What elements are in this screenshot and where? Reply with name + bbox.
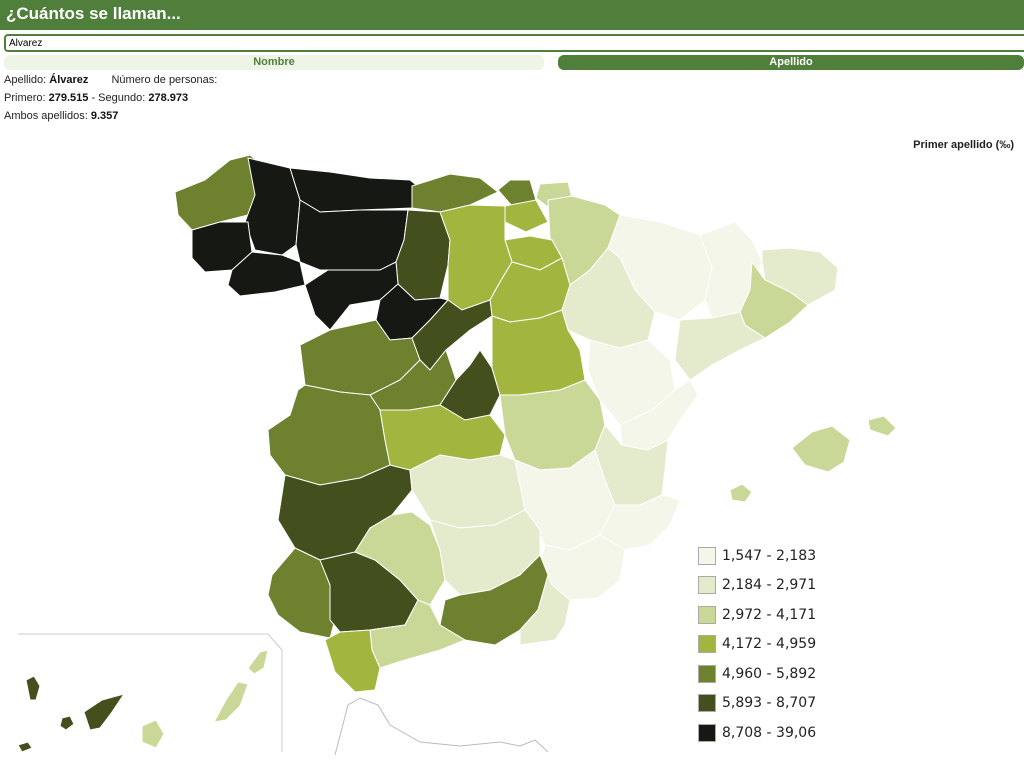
province-ibiza[interactable] bbox=[729, 483, 753, 503]
province-menorca[interactable] bbox=[867, 415, 897, 437]
africa-coastline bbox=[334, 697, 549, 756]
province-cantabria[interactable] bbox=[411, 173, 499, 213]
province-huelva[interactable] bbox=[267, 547, 336, 639]
province-almeria[interactable] bbox=[519, 573, 571, 646]
canary-inset-frame bbox=[18, 633, 283, 752]
province-fuerteventura[interactable] bbox=[213, 681, 249, 723]
province-lanzarote[interactable] bbox=[247, 649, 269, 675]
province-mallorca[interactable] bbox=[791, 425, 851, 473]
province-guadalajara[interactable] bbox=[491, 309, 586, 396]
legend-swatch bbox=[698, 546, 716, 565]
tab-nombre[interactable]: Nombre bbox=[4, 55, 544, 70]
segundo-label: - Segundo: bbox=[91, 92, 146, 104]
province-tarragona[interactable] bbox=[674, 311, 767, 381]
legend-item: 4,172 - 4,959 bbox=[698, 630, 816, 660]
legend-swatch bbox=[698, 723, 716, 742]
province-vizcaya[interactable] bbox=[497, 179, 537, 207]
province-tenerife[interactable] bbox=[83, 693, 126, 731]
province-alava[interactable] bbox=[504, 199, 549, 233]
apellido-value: Álvarez bbox=[49, 74, 89, 86]
province-zaragoza[interactable] bbox=[561, 247, 656, 349]
surname-search-input[interactable] bbox=[4, 34, 1024, 52]
ambos-label: Ambos apellidos: bbox=[4, 110, 88, 122]
province-barcelona[interactable] bbox=[739, 260, 809, 339]
legend-swatch bbox=[698, 605, 716, 624]
primero-value: 279.515 bbox=[48, 92, 89, 104]
ambos-line: Ambos apellidos: 9.357 bbox=[4, 110, 118, 122]
legend-label: 2,184 - 2,971 bbox=[722, 577, 817, 594]
province-gran-canaria[interactable] bbox=[141, 719, 165, 749]
legend-swatch bbox=[698, 576, 716, 595]
map-title: Primer apellido (‰) bbox=[913, 139, 1014, 151]
legend-label: 4,960 - 5,892 bbox=[722, 665, 817, 682]
province-la-gomera[interactable] bbox=[59, 715, 75, 731]
legend-label: 4,172 - 4,959 bbox=[722, 636, 817, 653]
legend-swatch bbox=[698, 664, 716, 683]
province-ciudad-real[interactable] bbox=[409, 454, 526, 529]
personas-label: Número de personas: bbox=[111, 74, 218, 86]
primero-label: Primero: bbox=[4, 92, 46, 104]
legend-label: 1,547 - 2,183 bbox=[722, 547, 817, 564]
legend-label: 5,893 - 8,707 bbox=[722, 695, 817, 712]
surname-info-line: Apellido: Álvarez Número de personas: bbox=[4, 74, 217, 86]
province-caceres[interactable] bbox=[267, 384, 391, 486]
province-la-palma[interactable] bbox=[25, 675, 41, 701]
legend-item: 1,547 - 2,183 bbox=[698, 541, 816, 571]
apellido-label: Apellido: bbox=[4, 74, 47, 86]
app-title: ¿Cuántos se llaman... bbox=[6, 4, 181, 23]
map-legend: 1,547 - 2,183 2,184 - 2,971 2,972 - 4,17… bbox=[698, 541, 816, 748]
legend-item: 8,708 - 39,06 bbox=[698, 718, 816, 748]
legend-item: 5,893 - 8,707 bbox=[698, 689, 816, 719]
legend-label: 2,972 - 4,171 bbox=[722, 606, 817, 623]
province-el-hierro[interactable] bbox=[17, 741, 33, 753]
counts-line: Primero: 279.515 - Segundo: 278.973 bbox=[4, 92, 188, 104]
legend-item: 2,184 - 2,971 bbox=[698, 571, 816, 601]
legend-label: 8,708 - 39,06 bbox=[722, 724, 817, 741]
app-header: ¿Cuántos se llaman... bbox=[0, 0, 1024, 30]
province-cadiz[interactable] bbox=[324, 629, 381, 693]
legend-swatch bbox=[698, 694, 716, 713]
province-valencia[interactable] bbox=[594, 424, 669, 506]
legend-swatch bbox=[698, 635, 716, 654]
segundo-value: 278.973 bbox=[148, 92, 189, 104]
province-leon[interactable] bbox=[295, 199, 409, 271]
legend-item: 2,972 - 4,171 bbox=[698, 600, 816, 630]
legend-item: 4,960 - 5,892 bbox=[698, 659, 816, 689]
province-girona[interactable] bbox=[761, 247, 839, 306]
tab-apellido[interactable]: Apellido bbox=[558, 55, 1024, 70]
ambos-value: 9.357 bbox=[90, 110, 119, 122]
